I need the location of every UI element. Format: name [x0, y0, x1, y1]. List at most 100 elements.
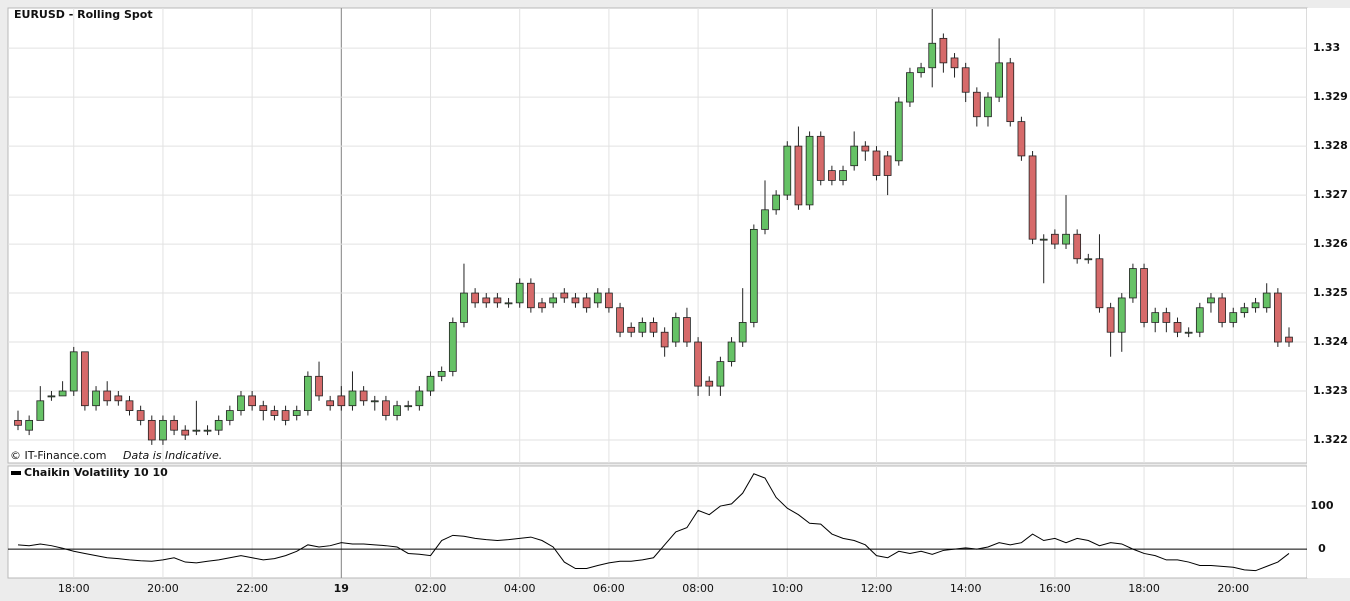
candle-body — [627, 326, 636, 333]
candle-body — [716, 361, 725, 387]
candle-body — [81, 351, 89, 407]
candle-body — [605, 292, 613, 309]
candle-body — [103, 390, 112, 402]
x-tick-label: 04:00 — [504, 582, 536, 595]
candle-body — [850, 145, 859, 167]
candle-body — [237, 395, 245, 411]
candle-body — [1095, 258, 1104, 309]
candle-body — [772, 194, 780, 211]
candle-body — [1173, 322, 1182, 333]
candle-body — [638, 322, 647, 333]
candle-body — [1262, 292, 1271, 309]
candle-body — [883, 155, 892, 176]
candle-body — [1073, 233, 1082, 260]
candle-body — [1028, 155, 1037, 240]
candle-body — [839, 170, 847, 181]
y-tick-label: 1.323 — [1313, 384, 1348, 397]
candle-body — [404, 405, 413, 408]
legend-swatch — [11, 471, 21, 475]
candle-body — [504, 302, 513, 305]
candle-body — [1006, 62, 1015, 123]
candle-body — [270, 410, 279, 416]
disclaimer: Data is Indicative. — [123, 449, 222, 462]
x-tick-label: 18:00 — [1128, 582, 1160, 595]
x-tick-label: 16:00 — [1039, 582, 1071, 595]
candle-body — [1207, 297, 1215, 304]
candle-body — [1117, 297, 1126, 333]
candle-body — [192, 429, 201, 432]
candle-body — [326, 400, 335, 407]
candle-body — [448, 322, 457, 372]
candle-body — [593, 292, 602, 304]
copyright: © IT-Finance.com — [10, 449, 107, 462]
candle-body — [894, 101, 903, 162]
axis-panel — [1307, 8, 1350, 578]
candle-body — [415, 390, 424, 407]
x-tick-label: 12:00 — [861, 582, 893, 595]
candle-body — [1051, 233, 1059, 245]
x-tick-label: 08:00 — [682, 582, 714, 595]
candle-body — [738, 322, 747, 343]
candle-body — [749, 228, 758, 323]
candle-body — [761, 209, 769, 230]
candle-body — [1151, 312, 1160, 323]
y-tick-label: 1.33 — [1313, 41, 1340, 54]
candle-body — [872, 150, 881, 176]
candle-body — [337, 395, 346, 407]
candle-body — [393, 405, 401, 416]
indicator-line — [17, 473, 1290, 572]
candle-body — [906, 72, 914, 103]
candle-body — [1184, 331, 1193, 334]
chart-title: EURUSD - Rolling Spot — [14, 8, 153, 21]
candle-body — [1062, 233, 1070, 245]
y-tick-label: 1.322 — [1313, 433, 1348, 446]
candle-body — [69, 351, 78, 392]
candle-body — [170, 419, 178, 431]
y-tick-label: 1.327 — [1313, 188, 1348, 201]
candle-body — [560, 292, 569, 299]
candle-body — [917, 67, 925, 74]
y-tick-label: 1.326 — [1313, 237, 1348, 250]
candle-body — [972, 91, 981, 118]
candle-body — [794, 145, 803, 206]
candle-body — [304, 375, 312, 411]
candle-body — [950, 57, 959, 69]
candle-body — [1273, 292, 1282, 343]
x-tick-label: 06:00 — [593, 582, 625, 595]
candle-body — [214, 419, 223, 431]
candle-body — [616, 307, 624, 333]
candle-body — [136, 410, 145, 421]
candle-body — [828, 170, 836, 181]
candle-body — [783, 145, 792, 196]
candle-body — [225, 410, 234, 421]
candle-body — [382, 400, 390, 416]
candle-body — [571, 297, 580, 304]
candle-body — [1195, 307, 1204, 333]
candle-body — [36, 400, 45, 421]
legend-label: Chaikin Volatility 10 10 — [24, 466, 168, 479]
x-tick-label: 20:00 — [147, 582, 179, 595]
candle-body — [147, 419, 156, 441]
candle-body — [705, 380, 714, 387]
candle-body — [114, 395, 123, 402]
y-tick-label: 1.328 — [1313, 139, 1348, 152]
candle-body — [359, 390, 368, 402]
candle-body — [1039, 238, 1048, 241]
candle-body — [582, 297, 591, 309]
y-tick-label: 1.324 — [1313, 335, 1348, 348]
candle-body — [515, 282, 524, 304]
x-tick-label: 20:00 — [1217, 582, 1249, 595]
candle-body — [1285, 336, 1293, 343]
x-tick-label: 14:00 — [950, 582, 982, 595]
candle-body — [995, 62, 1003, 98]
candle-body — [426, 375, 435, 392]
candle-body — [482, 297, 491, 304]
candle-body — [1251, 302, 1260, 309]
candle-body — [348, 390, 357, 407]
candle-body — [437, 371, 446, 377]
candle-body — [1017, 121, 1026, 157]
candle-body — [816, 135, 825, 181]
candle-body — [25, 419, 34, 431]
